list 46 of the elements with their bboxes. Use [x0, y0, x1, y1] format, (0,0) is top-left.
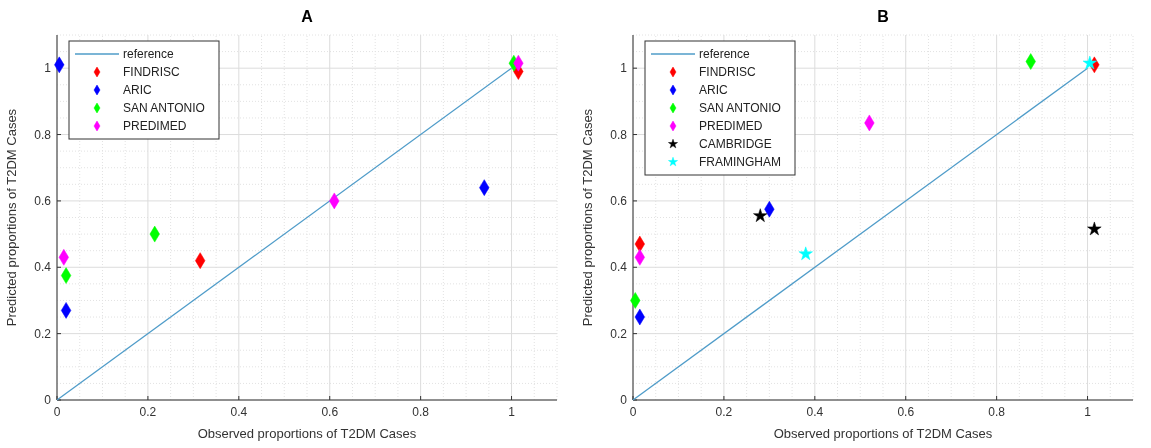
legend-label: reference [699, 47, 751, 61]
y-axis-title: Predicted proportions of T2DM Cases [4, 108, 19, 327]
y-tick-label: 0.2 [610, 326, 628, 341]
x-tick-label: 0 [629, 405, 637, 419]
y-tick-label: 0.4 [610, 260, 628, 275]
x-tick-label: 0.4 [806, 405, 824, 419]
x-tick-label: 0.6 [897, 405, 915, 419]
y-tick-label: 0 [620, 393, 628, 407]
x-tick-label: 0.8 [988, 405, 1006, 419]
y-tick-label: 0.2 [34, 326, 52, 341]
legend-label: PREDIMED [699, 119, 763, 133]
legend-label: CAMBRIDGE [699, 137, 772, 151]
x-tick-label: 1 [1084, 405, 1092, 419]
chart-title: A [301, 8, 314, 25]
legend-label: reference [123, 47, 175, 61]
y-tick-label: 0.6 [34, 193, 52, 208]
legend-label: ARIC [699, 83, 728, 97]
y-tick-label: 0.8 [610, 127, 628, 142]
y-tick-label: 0.4 [34, 260, 52, 275]
y-tick-label: 0.8 [34, 127, 52, 142]
legend-label: FINDRISC [123, 65, 180, 79]
y-tick-label: 1 [620, 61, 628, 76]
x-tick-label: 0.8 [412, 405, 430, 419]
legend-label: SAN ANTONIO [699, 101, 781, 115]
x-tick-label: 0.2 [139, 405, 157, 419]
x-tick-label: 1 [508, 405, 516, 419]
x-tick-label: 0.6 [321, 405, 339, 419]
legend-label: FINDRISC [699, 65, 756, 79]
point [753, 208, 768, 222]
x-tick-label: 0.4 [230, 405, 248, 419]
y-tick-label: 0.6 [610, 193, 628, 208]
legend-label: PREDIMED [123, 119, 187, 133]
legend-label: FRAMINGHAM [699, 155, 781, 169]
x-axis-title: Observed proportions of T2DM Cases [197, 426, 417, 441]
legend-label: SAN ANTONIO [123, 101, 205, 115]
point [1082, 55, 1097, 70]
point [1087, 221, 1102, 236]
y-axis-title: Predicted proportions of T2DM Cases [580, 108, 595, 327]
point [798, 246, 813, 261]
y-tick-label: 1 [44, 61, 52, 76]
x-tick-label: 0.2 [715, 405, 733, 419]
x-tick-label: 0 [53, 405, 61, 419]
chart-title: B [877, 8, 889, 25]
x-axis-title: Observed proportions of T2DM Cases [773, 426, 993, 441]
y-tick-label: 0 [44, 393, 52, 407]
legend-label: ARIC [123, 83, 152, 97]
